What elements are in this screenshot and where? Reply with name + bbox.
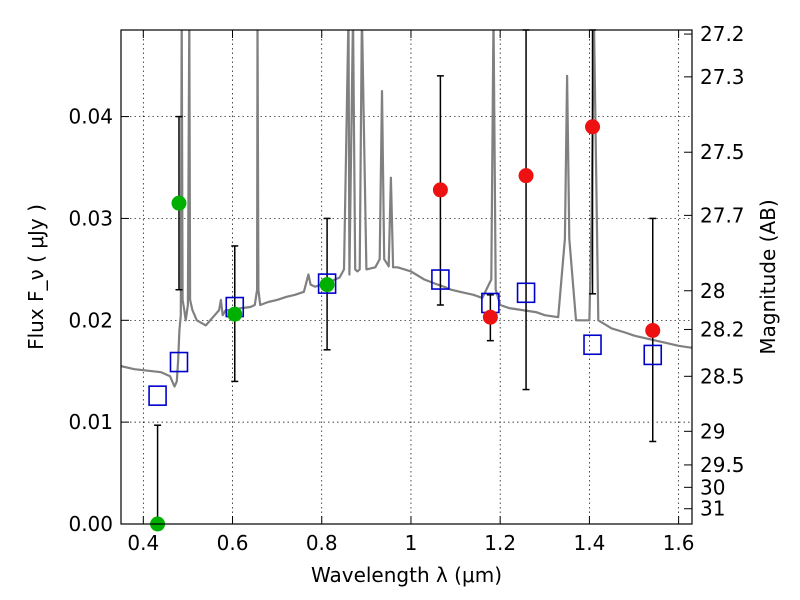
y-tick-label: 0.03	[68, 206, 113, 230]
y-tick-label: 0.02	[68, 308, 113, 332]
x-tick-label: 1.4	[573, 531, 605, 555]
observed-red-point	[518, 168, 534, 184]
y2-tick-label: 31	[700, 497, 725, 521]
y2-tick-label: 30	[700, 475, 725, 499]
model-photometry-square	[317, 273, 337, 294]
observed-green-point	[319, 277, 335, 293]
observed-red-point	[482, 309, 498, 325]
x-tick-label: 0.4	[127, 531, 159, 555]
observed-red-point	[585, 119, 601, 135]
y2-tick-label: 29	[700, 419, 725, 443]
y2-tick-label: 28.2	[700, 317, 745, 341]
y2-tick-label: 27.5	[700, 140, 745, 164]
spectrum-line	[121, 30, 692, 388]
y2-tick-label: 27.7	[700, 203, 745, 227]
y2-tick-label: 27.2	[700, 22, 745, 46]
observed-red-point	[645, 322, 661, 338]
observed-green-point	[171, 195, 187, 211]
y2-tick-label: 27.3	[700, 65, 745, 89]
x-tick-label: 1.6	[663, 531, 695, 555]
model-photometry-square	[148, 385, 167, 406]
y-tick-label: 0.01	[68, 410, 113, 434]
model-photometry-square	[169, 351, 189, 373]
x-tick-label: 0.6	[217, 531, 249, 555]
ticks-layer: 0.4 0.6 0.8 1 1.2 1.4 1.6 0.00 0.01 0.02 0.03 0.04 2…	[68, 22, 744, 555]
x-tick-label: 1	[405, 531, 418, 555]
spectrum-layer	[121, 30, 692, 388]
y2-axis-label: Magnitude (AB)	[756, 199, 780, 354]
points-layer	[148, 119, 663, 532]
plot-frame	[120, 29, 693, 525]
spectrum-clip-group	[121, 30, 692, 388]
y2-tick-label: 28.5	[700, 364, 745, 388]
x-tick-label: 0.8	[306, 531, 338, 555]
y-axis-label: Flux F_ν ( μJy )	[24, 204, 48, 350]
observed-red-point	[432, 182, 448, 198]
y2-tick-label: 28	[700, 279, 725, 303]
y-tick-label: 0.00	[68, 512, 113, 536]
x-axis-label: Wavelength λ (μm)	[311, 563, 502, 587]
y-tick-label: 0.04	[68, 105, 113, 129]
model-photometry-square	[516, 282, 536, 304]
x-tick-label: 1.2	[484, 531, 516, 555]
y2-tick-label: 29.5	[700, 453, 745, 477]
observed-green-point	[227, 306, 243, 322]
model-photometry-square	[431, 269, 450, 290]
model-photometry-square	[643, 344, 663, 366]
model-photometry-square	[583, 334, 602, 356]
